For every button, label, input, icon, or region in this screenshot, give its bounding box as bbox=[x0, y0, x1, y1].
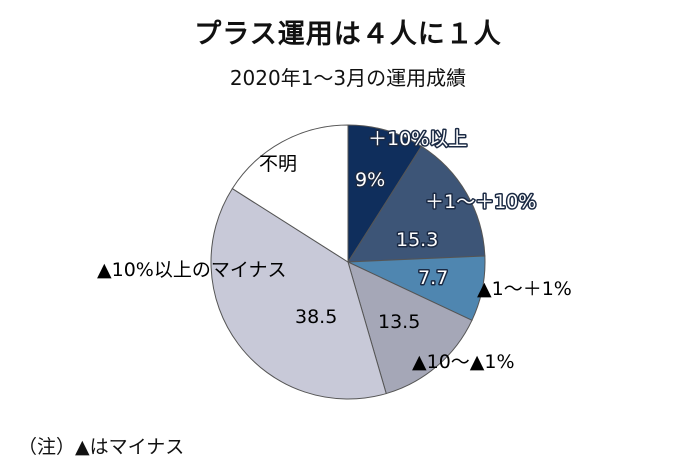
pie-slice bbox=[231, 124, 349, 263]
slice-value-label: 38.5 bbox=[295, 306, 337, 328]
slice-value-label: 9% bbox=[355, 169, 385, 191]
slice-value-label: 15.3 bbox=[396, 229, 438, 251]
slice-category-label: ＋10%以上 bbox=[368, 128, 467, 150]
slice-value-label: 7.7 bbox=[418, 267, 448, 289]
slice-category-label: ▲10%以上のマイナス bbox=[97, 259, 286, 281]
chart-subtitle: 2020年1～3月の運用成績 bbox=[229, 66, 467, 90]
slice-category-label: ▲10～▲1% bbox=[412, 351, 515, 373]
pie-slice bbox=[347, 145, 486, 263]
slice-category-label: ▲1～＋1% bbox=[477, 278, 572, 300]
chart-title: プラス運用は４人に１人 bbox=[194, 19, 502, 50]
slice-category-label: ＋1～＋10% bbox=[425, 191, 536, 213]
pie-slice bbox=[210, 187, 387, 400]
pie-slice bbox=[347, 261, 473, 395]
slice-value-label: 13.5 bbox=[378, 311, 420, 333]
slice-category-label: 不明 bbox=[259, 153, 297, 175]
footnote: （注）▲はマイナス bbox=[18, 436, 185, 458]
